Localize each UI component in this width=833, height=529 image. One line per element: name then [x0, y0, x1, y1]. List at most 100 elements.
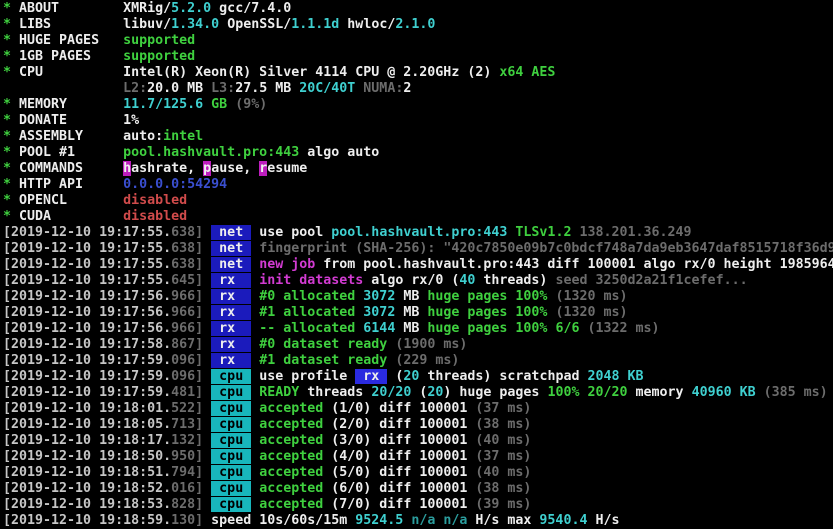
terminal-text-segment: threads) — [475, 273, 548, 288]
terminal-text-segment: 130] — [171, 513, 204, 528]
terminal-text-segment: TLSv1.2 — [507, 225, 572, 240]
terminal-text-segment: use pool — [259, 225, 332, 240]
terminal-text-segment: esume — [267, 161, 308, 176]
terminal-text-segment: ABOUT — [19, 1, 124, 16]
log-rx-alloc-total: [2019-12-10 19:17:56.966] rx -- allocate… — [3, 321, 833, 337]
commands-line: * COMMANDS hashrate, pause, resume — [3, 161, 833, 177]
terminal-text-segment: LIBS — [19, 17, 124, 32]
terminal-text-segment: OpenSSL/ — [219, 17, 292, 32]
terminal-text-segment — [203, 241, 211, 256]
cpu-cache-line: L2:20.0 MB L3:27.5 MB 20C/40T NUMA:2 — [3, 81, 833, 97]
terminal-text-segment: 20 — [427, 385, 444, 400]
terminal-text-segment: cpu — [211, 369, 252, 384]
terminal-text-segment: 100% 20/20 — [547, 385, 628, 400]
terminal-text-segment — [3, 81, 123, 96]
terminal-text-segment: accepted — [259, 417, 324, 432]
terminal-text-segment: (1320 ms) — [547, 305, 628, 320]
terminal-text-segment: [2019-12-10 19:18:59. — [3, 513, 172, 528]
terminal-text-segment: CUDA — [19, 209, 124, 224]
terminal-text-segment — [203, 289, 211, 304]
terminal-text-segment: 828] — [171, 497, 204, 512]
terminal-text-segment: 096] — [171, 369, 204, 384]
terminal-text-segment: OPENCL — [19, 193, 124, 208]
terminal-text-segment: [2019-12-10 19:18:52. — [3, 481, 172, 496]
terminal-text-segment: cpu — [211, 401, 252, 416]
terminal-text-segment: [2019-12-10 19:17:59. — [3, 369, 172, 384]
terminal-text-segment: cpu — [211, 465, 252, 480]
terminal-text-segment: MB — [403, 305, 428, 320]
cpu-line: * CPU Intel(R) Xeon(R) Silver 4114 CPU @… — [3, 65, 833, 81]
log-cpu-accepted-2: [2019-12-10 19:18:05.713] cpu accepted (… — [3, 417, 833, 433]
donate-line: * DONATE 1% — [3, 113, 833, 129]
terminal-text-segment — [203, 257, 211, 272]
terminal-text-segment: 9540.4 — [539, 513, 596, 528]
terminal-text-segment: 638] — [171, 241, 204, 256]
terminal-text-segment: * — [3, 209, 20, 224]
terminal-text-segment: ashrate, — [131, 161, 204, 176]
log-cpu-accepted-1: [2019-12-10 19:18:01.522] cpu accepted (… — [3, 401, 833, 417]
terminal-text-segment: NUMA: — [363, 81, 404, 96]
terminal-text-segment: (6/0) diff 100001 — [323, 481, 468, 496]
terminal-text-segment: accepted — [259, 433, 324, 448]
terminal-text-segment: [2019-12-10 19:18:53. — [3, 497, 172, 512]
terminal-text-segment: 6144 — [363, 321, 404, 336]
terminal-text-segment: cpu — [211, 417, 252, 432]
terminal-text-segment: rx — [355, 369, 388, 384]
terminal-text-segment: 638] — [171, 257, 204, 272]
terminal-text-segment: h — [123, 161, 132, 176]
log-rx-dataset-1: [2019-12-10 19:17:59.096] rx #1 dataset … — [3, 353, 833, 369]
terminal-text-segment — [203, 465, 211, 480]
terminal-text-segment: rx — [211, 321, 252, 336]
terminal-text-segment: [2019-12-10 19:17:56. — [3, 289, 172, 304]
terminal-text-segment: init datasets — [259, 273, 364, 288]
terminal-text-segment: #1 dataset ready — [259, 353, 388, 368]
terminal-text-segment: * — [3, 177, 20, 192]
terminal-text-segment: * — [3, 193, 20, 208]
terminal-text-segment: 1.1.1d — [291, 17, 340, 32]
terminal-text-segment: * — [3, 17, 20, 32]
terminal-text-segment: 713] — [171, 417, 204, 432]
pool-line: * POOL #1 pool.hashvault.pro:443 algo au… — [3, 145, 833, 161]
terminal-text-segment: HUGE PAGES — [19, 33, 124, 48]
terminal-text-segment — [203, 449, 211, 464]
terminal-text-segment — [203, 513, 211, 528]
log-rx-dataset-0: [2019-12-10 19:17:58.867] rx #0 dataset … — [3, 337, 833, 353]
terminal-text-segment: (38 ms) — [467, 417, 532, 432]
terminal-text-segment: algo auto — [299, 145, 380, 160]
terminal-text-segment: (1320 ms) — [547, 289, 628, 304]
terminal-text-segment: (4/0) diff 100001 — [323, 449, 468, 464]
terminal-text-segment: seed 3250d2a21f1cefef... — [547, 273, 748, 288]
terminal-text-segment — [203, 273, 211, 288]
terminal-text-segment: net — [211, 225, 252, 240]
terminal-text-segment: MB — [403, 289, 428, 304]
terminal-text-segment: 132] — [171, 433, 204, 448]
log-rx-init-datasets: [2019-12-10 19:17:55.645] rx init datase… — [3, 273, 833, 289]
terminal-text-segment: 966] — [171, 305, 204, 320]
terminal-text-segment: READY — [259, 385, 300, 400]
terminal-text-segment: (40 ms) — [467, 465, 532, 480]
opencl-line: * OPENCL disabled — [3, 193, 833, 209]
terminal-text-segment: (385 ms) — [755, 385, 828, 400]
terminal-text-segment — [203, 497, 211, 512]
log-cpu-accepted-3: [2019-12-10 19:18:17.132] cpu accepted (… — [3, 433, 833, 449]
terminal-text-segment: * — [3, 33, 20, 48]
terminal-text-segment — [203, 353, 211, 368]
terminal-text-segment: p — [203, 161, 212, 176]
terminal-text-segment: H/s — [595, 513, 620, 528]
terminal-text-segment: (39 ms) — [467, 497, 532, 512]
terminal-text-segment: [2019-12-10 19:17:55. — [3, 257, 172, 272]
terminal-text-segment: * — [3, 129, 20, 144]
log-rx-alloc-1: [2019-12-10 19:17:56.966] rx #1 allocate… — [3, 305, 833, 321]
terminal-text-segment: new job — [259, 257, 316, 272]
terminal-text-segment: * — [3, 49, 20, 64]
terminal-text-segment: [2019-12-10 19:18:17. — [3, 433, 172, 448]
terminal-text-segment — [203, 369, 211, 384]
log-speed: [2019-12-10 19:18:59.130] speed 10s/60s/… — [3, 513, 833, 529]
terminal-text-segment: 1% — [123, 113, 140, 128]
terminal-text-segment: H/s max — [475, 513, 540, 528]
terminal-text-segment: 0.0.0.0:54294 — [123, 177, 228, 192]
terminal-output: * ABOUT XMRig/5.2.0 gcc/7.4.0 * LIBS libu… — [3, 1, 833, 529]
terminal-text-segment — [203, 433, 211, 448]
terminal-text-segment: 3072 — [363, 289, 404, 304]
